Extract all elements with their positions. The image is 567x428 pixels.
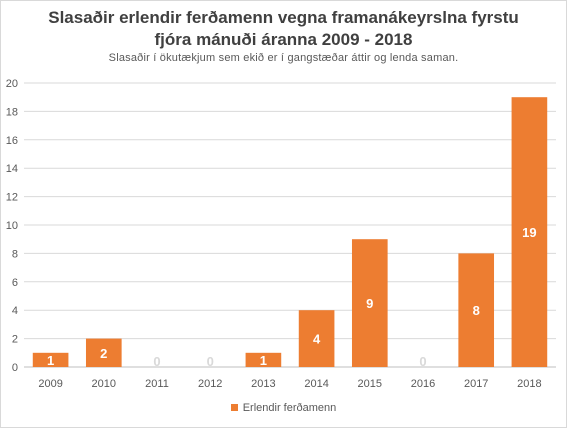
data-label-2012: 0	[207, 354, 214, 369]
data-label-2018: 19	[522, 225, 536, 240]
x-tick-label-2013: 2013	[251, 378, 275, 390]
y-tick-label: 12	[6, 192, 18, 204]
y-tick-label: 18	[6, 106, 18, 118]
x-tick-label-2016: 2016	[411, 378, 435, 390]
y-tick-label: 2	[12, 334, 18, 346]
y-tick-label: 16	[6, 135, 18, 147]
data-label-2011: 0	[153, 354, 160, 369]
legend: Erlendir ferðamenn	[1, 402, 566, 414]
y-tick-label: 14	[6, 163, 18, 175]
data-label-2014: 4	[313, 332, 321, 347]
x-tick-label-2009: 2009	[38, 378, 62, 390]
y-tick-label: 6	[12, 277, 18, 289]
y-tick-label: 4	[12, 305, 18, 317]
x-tick-label-2011: 2011	[145, 378, 169, 390]
x-tick-label-2017: 2017	[464, 378, 488, 390]
x-tick-label-2015: 2015	[358, 378, 382, 390]
data-label-2013: 1	[260, 353, 267, 368]
x-tick-label-2014: 2014	[304, 378, 328, 390]
y-tick-label: 10	[6, 220, 18, 232]
data-label-2017: 8	[473, 303, 480, 318]
legend-swatch	[231, 404, 238, 411]
x-tick-label-2018: 2018	[517, 378, 541, 390]
y-tick-label: 8	[12, 248, 18, 260]
y-tick-label: 0	[12, 362, 18, 374]
x-tick-label-2010: 2010	[92, 378, 116, 390]
data-label-2015: 9	[366, 296, 373, 311]
data-label-2009: 1	[47, 353, 54, 368]
y-tick-label: 20	[6, 78, 18, 90]
data-label-2010: 2	[100, 346, 107, 361]
legend-label: Erlendir ferðamenn	[243, 402, 337, 414]
x-tick-label-2012: 2012	[198, 378, 222, 390]
data-label-2016: 0	[419, 354, 426, 369]
